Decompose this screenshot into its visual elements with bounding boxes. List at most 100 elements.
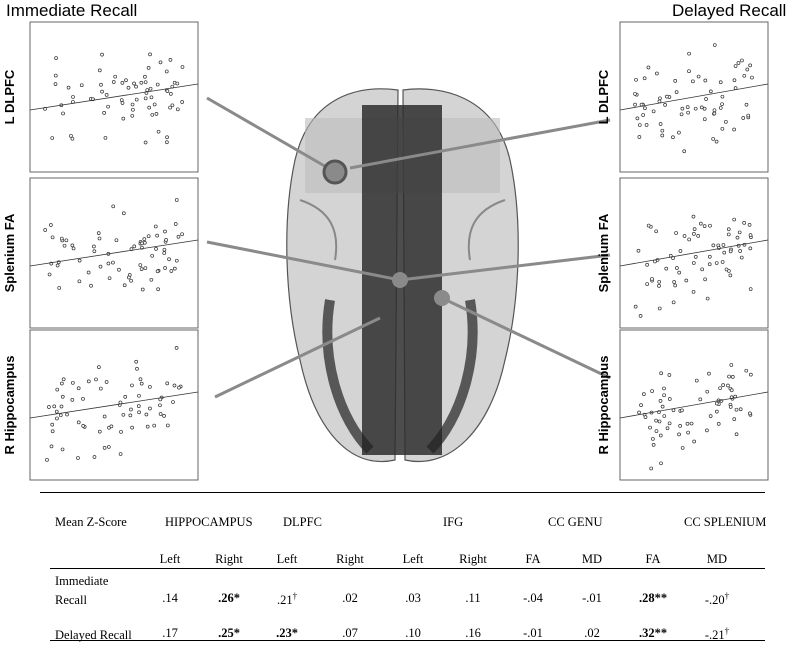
table-cell: .02: [584, 626, 600, 641]
scatter-point: [744, 368, 749, 373]
scatter-point: [642, 76, 647, 81]
scatter-point: [748, 246, 753, 251]
scatter-point: [726, 232, 731, 237]
scatter-point: [750, 75, 754, 80]
scatter-point: [707, 371, 711, 376]
scatter-point: [682, 149, 687, 154]
scatter-point: [174, 198, 179, 202]
scatter-point: [100, 52, 104, 57]
table-cell: .28**: [639, 591, 667, 606]
scatter-point: [736, 61, 741, 65]
cell-value: .02: [584, 626, 600, 640]
scatter-point: [176, 234, 181, 239]
scatter-point: [117, 267, 121, 272]
scatter-point: [111, 260, 115, 265]
scatter-point: [633, 304, 638, 309]
panel-label: L DLPFC: [596, 69, 611, 124]
scatter-point: [704, 97, 708, 101]
scatter-point: [654, 229, 659, 234]
scatter-point: [70, 398, 75, 402]
scatter-point: [733, 64, 738, 68]
scatter-point: [158, 403, 162, 408]
scatter-point: [165, 381, 170, 386]
scatter-point: [168, 58, 173, 62]
scatter-point: [148, 384, 152, 389]
scatter-point: [691, 261, 696, 265]
scatter-point: [657, 306, 662, 311]
scatter-point: [728, 249, 733, 254]
panel-label: R Hippocampus: [596, 356, 611, 455]
scatter-point: [139, 267, 144, 272]
scatter-point: [165, 423, 170, 428]
scatter-point: [119, 98, 124, 102]
scatter-point: [678, 249, 683, 253]
table-cell: .11: [465, 591, 480, 606]
scatter-point: [658, 122, 663, 126]
cell-value: .26*: [218, 591, 240, 605]
scatter-point: [61, 111, 65, 116]
scatter-point: [53, 82, 58, 86]
cell-superscript: †: [724, 591, 730, 601]
scatter-point: [646, 65, 651, 70]
scatter-point: [172, 383, 177, 388]
trend-line: [29, 391, 199, 419]
cell-value: .32**: [638, 626, 668, 640]
scatter-point: [650, 389, 654, 393]
scatter-point: [718, 106, 723, 110]
scatter-point: [705, 389, 710, 394]
scatter-point: [55, 416, 59, 421]
cell-value: .10: [405, 626, 421, 640]
scatter-point: [673, 283, 678, 288]
column-subheader: Right: [215, 552, 243, 566]
column-subheader: MD: [581, 552, 603, 566]
scatter-point: [155, 269, 160, 274]
scatter-point: [111, 204, 116, 209]
scatter-point: [746, 113, 751, 118]
scatter-point: [65, 412, 69, 417]
scatter-point: [724, 267, 729, 272]
scatter-point: [729, 388, 734, 393]
scatter-point: [643, 106, 647, 111]
scatter-points: [43, 52, 185, 145]
scatter-point: [120, 81, 125, 85]
scatter-point: [59, 404, 64, 409]
cell-value: -.01: [523, 626, 543, 640]
scatter-point: [118, 452, 123, 456]
scatter-point: [130, 113, 135, 118]
scatter-point: [136, 404, 141, 408]
scatter-point: [158, 412, 163, 416]
scatter-point: [102, 111, 106, 115]
scatter-point: [140, 287, 145, 292]
trend-line: [619, 239, 769, 267]
table-cell: .07: [342, 626, 358, 641]
scatter-point: [660, 133, 665, 138]
scatter-point: [711, 243, 716, 248]
scatter-point: [148, 406, 152, 411]
scatter-point: [677, 130, 681, 135]
scatter-point: [662, 386, 666, 391]
scatter-point: [724, 119, 728, 124]
scatter-point: [55, 263, 60, 268]
scatter-point: [175, 107, 180, 112]
scatter-point: [698, 221, 703, 226]
scatter-point: [646, 223, 651, 228]
scatter-point: [657, 279, 662, 284]
trend-line: [619, 83, 769, 111]
scatter-point: [156, 129, 161, 134]
scatter-point: [643, 415, 648, 419]
table-cell: .26*: [218, 591, 240, 606]
scatter-point: [163, 266, 167, 270]
scatter-point: [79, 83, 84, 88]
scatter-point: [137, 410, 141, 415]
column-header: CC GENU: [548, 515, 603, 529]
scatter-point: [687, 69, 691, 74]
scatter-point: [121, 116, 126, 121]
scatter-point: [129, 407, 133, 412]
scatter-point: [708, 223, 712, 228]
scatter-point: [633, 92, 637, 96]
scatter-point: [139, 381, 144, 386]
scatter-point: [711, 137, 715, 141]
scatter-point: [58, 413, 63, 418]
scatter-point: [53, 73, 58, 78]
column-header: CC SPLENIUM: [684, 515, 767, 529]
